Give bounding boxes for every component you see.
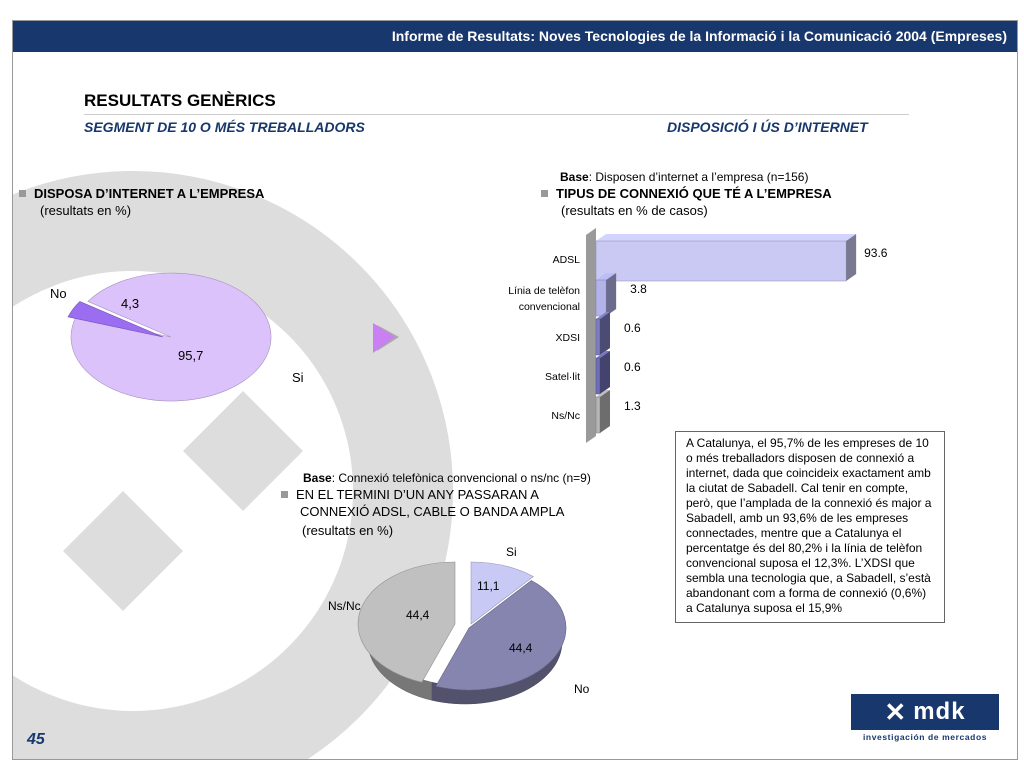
chart1-label-si: Si bbox=[292, 370, 304, 385]
bar-2 bbox=[595, 312, 610, 356]
chart2-units: (resultats en % de casos) bbox=[561, 203, 708, 218]
bar-axis-wall bbox=[586, 228, 596, 443]
bar-value-0: 93.6 bbox=[864, 246, 888, 260]
logo-mark: ✕ mdk bbox=[851, 694, 999, 730]
x-icon: ✕ bbox=[884, 696, 908, 727]
chart2-heading: TIPUS DE CONNEXIÓ QUE TÉ A L’EMPRESA bbox=[541, 186, 832, 201]
chart3-value-si: 11,1 bbox=[477, 579, 500, 593]
chart3-heading: EN EL TERMINI D’UN ANY PASSARAN A bbox=[281, 487, 539, 502]
mdk-logo: ✕ mdk investigación de mercados bbox=[851, 694, 999, 742]
title-divider bbox=[84, 114, 909, 115]
pie3-slice-si bbox=[470, 561, 534, 625]
bar-category-0-0: ADSL bbox=[553, 254, 581, 266]
bar-3 bbox=[595, 351, 610, 395]
slide: Informe de Resultats: Noves Tecnologies … bbox=[12, 20, 1018, 760]
chart1-value-si: 95,7 bbox=[178, 348, 204, 363]
report-header: Informe de Resultats: Noves Tecnologies … bbox=[13, 21, 1017, 52]
bullet-square-icon bbox=[281, 491, 288, 498]
pie3-slice-nsnc bbox=[357, 561, 456, 683]
chart3-value-no: 44,4 bbox=[509, 641, 533, 655]
chart1-pie bbox=[67, 272, 272, 402]
chart3-heading-line2: CONNEXIÓ ADSL, CABLE O BANDA AMPLA bbox=[300, 504, 565, 519]
segment-subtitle: SEGMENT DE 10 O MÉS TREBALLADORS bbox=[84, 119, 365, 135]
bar-category-2-0: XDSI bbox=[555, 332, 580, 344]
chart1-units: (resultats en %) bbox=[40, 203, 132, 218]
chart3-label-nsnc: Ns/Nc bbox=[328, 599, 361, 613]
chart2-base: Base: Disposen d’internet a l’empresa (n… bbox=[560, 170, 809, 184]
bar-category-1-1: convencional bbox=[519, 301, 580, 313]
chart3-units: (resultats en %) bbox=[302, 523, 394, 538]
pie1-slice-no bbox=[67, 301, 164, 338]
commentary-textbox: A Catalunya, el 95,7% de les empreses de… bbox=[675, 431, 945, 623]
chart3-value-nsnc: 44,4 bbox=[406, 608, 430, 622]
bar-value-4: 1.3 bbox=[624, 399, 641, 413]
chart1-value-no: 4,3 bbox=[121, 296, 140, 311]
bar-0 bbox=[595, 234, 857, 282]
chart3-label-no: No bbox=[574, 682, 590, 696]
bar-category-1-0: Línia de telèfon bbox=[508, 285, 580, 297]
bullet-square-icon bbox=[19, 190, 26, 197]
pie3-slice-no bbox=[435, 580, 567, 691]
chart3-base: Base: Connexió telefònica convencional o… bbox=[303, 471, 591, 485]
bullet-square-icon bbox=[541, 190, 548, 197]
bar-value-3: 0.6 bbox=[624, 360, 641, 374]
page-number: 45 bbox=[27, 731, 45, 748]
bar-value-1: 3.8 bbox=[630, 282, 647, 296]
logo-tagline: investigación de mercados bbox=[862, 732, 988, 742]
chart2-bar-chart: 93.6 ADSL 3.8 Línia de telèfon convencional 0… bbox=[508, 228, 888, 443]
bar-4 bbox=[595, 390, 610, 434]
arrow-icon bbox=[373, 323, 399, 353]
bar-1 bbox=[595, 273, 617, 317]
chart1-label-no: No bbox=[50, 286, 67, 301]
chart1-heading: DISPOSA D’INTERNET A L’EMPRESA bbox=[19, 186, 264, 201]
bar-value-2: 0.6 bbox=[624, 321, 641, 335]
bar-category-3-0: Satel·lit bbox=[545, 371, 580, 383]
bar-category-4-0: Ns/Nc bbox=[551, 410, 580, 422]
chart3-label-si: Si bbox=[506, 545, 517, 559]
background-decoration bbox=[13, 171, 453, 759]
chart3-pie bbox=[357, 561, 567, 705]
section-subtitle: DISPOSICIÓ I ÚS D’INTERNET bbox=[667, 119, 868, 135]
pie1-slice-si bbox=[70, 272, 272, 402]
page-title: RESULTATS GENÈRICS bbox=[84, 91, 276, 110]
